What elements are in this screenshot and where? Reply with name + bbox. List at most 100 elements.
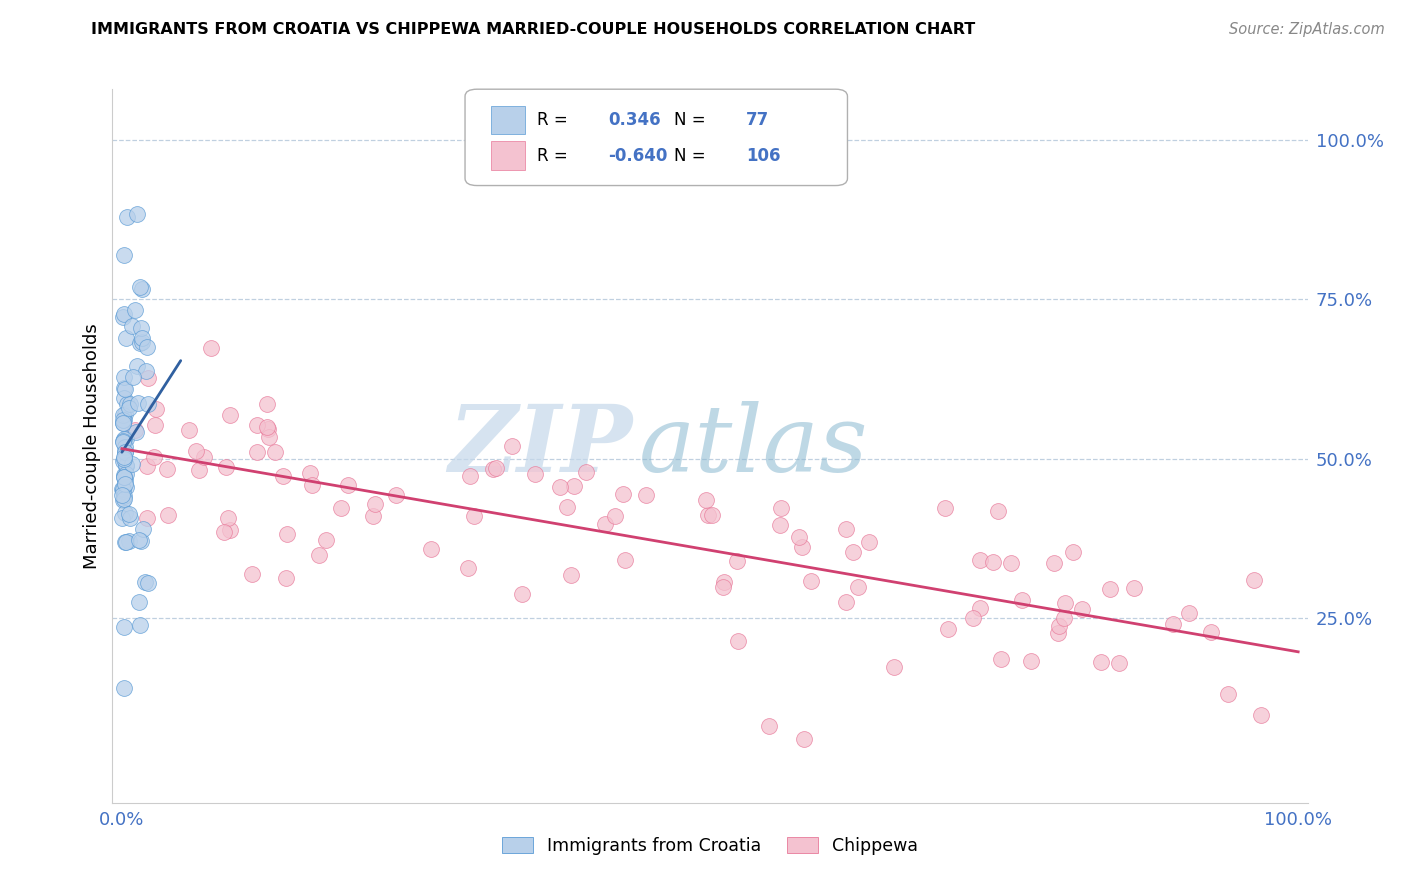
Point xyxy=(308,548,330,562)
Point xyxy=(118,511,141,525)
Point xyxy=(114,445,136,459)
Point xyxy=(841,545,863,559)
Point xyxy=(124,423,146,437)
Point xyxy=(384,488,406,502)
Point xyxy=(112,416,135,430)
Bar xyxy=(491,141,524,169)
Point xyxy=(114,506,136,520)
Point xyxy=(112,408,135,422)
Point xyxy=(1099,582,1122,596)
Point xyxy=(136,576,159,591)
Point xyxy=(1250,708,1272,723)
Point xyxy=(1011,593,1033,607)
Point xyxy=(143,418,166,433)
Point xyxy=(1000,556,1022,570)
Point xyxy=(936,622,959,636)
Point xyxy=(115,331,138,345)
Point xyxy=(934,500,956,515)
Point xyxy=(725,554,748,568)
Point xyxy=(128,533,150,547)
Point xyxy=(299,466,322,480)
Point xyxy=(112,454,135,468)
Point xyxy=(858,535,880,549)
Point xyxy=(575,465,598,479)
Point xyxy=(612,487,634,501)
Point xyxy=(419,541,441,556)
Point xyxy=(114,477,136,491)
Point xyxy=(1070,602,1092,616)
Legend: Immigrants from Croatia, Chippewa: Immigrants from Croatia, Chippewa xyxy=(495,830,925,862)
Text: 77: 77 xyxy=(747,111,769,128)
Point xyxy=(276,571,298,585)
Text: N =: N = xyxy=(675,111,711,128)
Point xyxy=(112,391,135,405)
Point xyxy=(131,282,153,296)
Point xyxy=(112,681,135,695)
Y-axis label: Married-couple Households: Married-couple Households xyxy=(83,323,101,569)
Point xyxy=(112,248,135,262)
Point xyxy=(112,416,135,430)
Point xyxy=(1178,606,1201,620)
Text: R =: R = xyxy=(537,146,572,164)
Point xyxy=(111,492,134,507)
Point xyxy=(315,533,337,547)
Point xyxy=(111,482,134,496)
Point xyxy=(458,468,481,483)
Point xyxy=(711,580,734,594)
Point xyxy=(114,535,136,549)
Point xyxy=(846,580,869,594)
Point xyxy=(131,334,153,349)
Point xyxy=(112,489,135,503)
Point xyxy=(482,461,505,475)
Point xyxy=(111,310,134,324)
Point xyxy=(969,553,991,567)
Point xyxy=(115,458,138,472)
Text: 0.346: 0.346 xyxy=(609,111,661,128)
Point xyxy=(112,483,135,497)
Point xyxy=(799,574,821,589)
Point xyxy=(987,504,1010,518)
Point xyxy=(883,660,905,674)
Point xyxy=(981,555,1004,569)
Point xyxy=(1123,581,1146,595)
Text: Source: ZipAtlas.com: Source: ZipAtlas.com xyxy=(1229,22,1385,37)
Point xyxy=(697,508,720,522)
Point xyxy=(257,430,280,444)
Point xyxy=(787,530,810,544)
Point xyxy=(111,435,134,450)
Point xyxy=(128,280,150,294)
Point xyxy=(769,518,792,533)
Point xyxy=(111,434,134,449)
Point xyxy=(337,477,360,491)
Point xyxy=(770,501,793,516)
Point xyxy=(112,491,135,506)
Point xyxy=(125,425,148,439)
Point xyxy=(112,450,135,464)
Point xyxy=(636,488,658,502)
Point xyxy=(136,371,159,385)
Point xyxy=(562,479,585,493)
Point xyxy=(501,439,523,453)
FancyBboxPatch shape xyxy=(465,89,848,186)
Point xyxy=(240,567,263,582)
Point xyxy=(1199,624,1222,639)
Point xyxy=(129,321,152,335)
Text: atlas: atlas xyxy=(638,401,868,491)
Point xyxy=(135,340,157,354)
Point xyxy=(218,408,240,422)
Point xyxy=(1062,545,1084,559)
Point xyxy=(523,467,546,481)
Point xyxy=(132,522,155,536)
Point xyxy=(613,553,636,567)
Point xyxy=(112,620,135,634)
Point xyxy=(361,509,384,524)
Point xyxy=(127,396,149,410)
Point xyxy=(276,526,298,541)
Point xyxy=(135,364,157,378)
Point xyxy=(112,469,135,483)
Point xyxy=(200,342,222,356)
Point xyxy=(792,540,814,554)
Point xyxy=(115,467,138,481)
Point xyxy=(114,535,136,549)
Point xyxy=(1243,573,1265,587)
